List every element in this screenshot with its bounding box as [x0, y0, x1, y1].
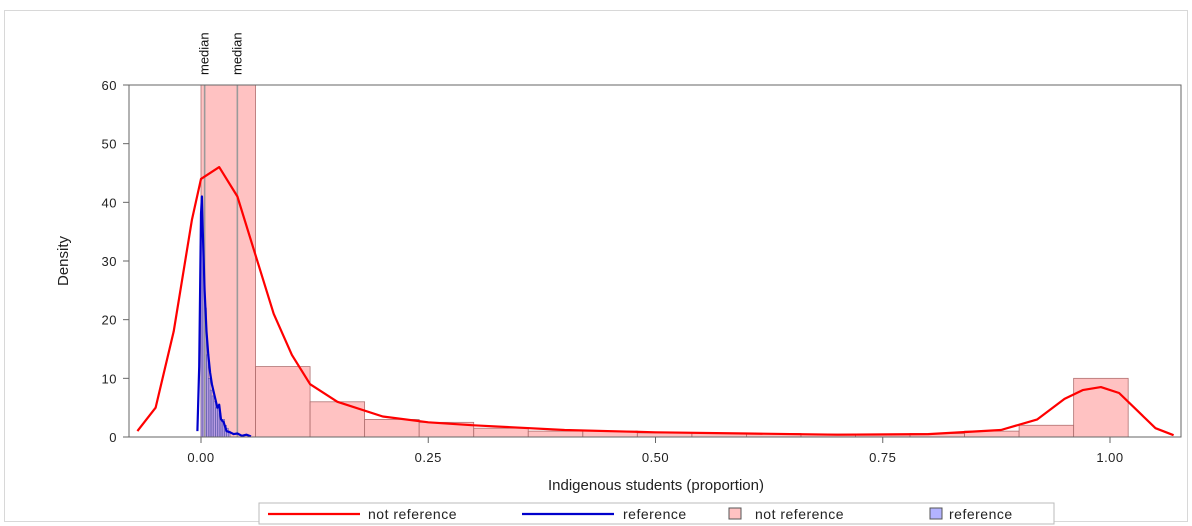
- x-tick-label: 1.00: [1096, 450, 1123, 465]
- legend-label: not reference: [368, 506, 457, 522]
- x-tick-label: 0.50: [642, 450, 669, 465]
- y-tick-label: 20: [102, 313, 117, 328]
- density-curve-not-reference: [136, 166, 1174, 437]
- legend-label: reference: [623, 506, 687, 522]
- legend-box-swatch: [728, 507, 742, 520]
- legend-box: [258, 502, 1055, 525]
- x-tick-label: 0.75: [869, 450, 896, 465]
- histogram-bar: [208, 378, 211, 438]
- density-curve-reference: [196, 195, 252, 438]
- histogram-bar: [215, 407, 218, 438]
- legend-label: reference: [949, 506, 1013, 522]
- histogram-bar: [206, 354, 209, 438]
- x-tick-label: 0.25: [415, 450, 442, 465]
- histogram-bar: [217, 407, 220, 438]
- legend-label: not reference: [755, 506, 844, 522]
- histogram-bar: [527, 430, 584, 438]
- y-tick-label: 40: [102, 195, 117, 210]
- histogram-bar: [364, 418, 420, 438]
- y-tick-label: 30: [102, 254, 117, 269]
- y-tick-label: 0: [109, 430, 117, 445]
- histogram-bar: [209, 389, 213, 438]
- histogram-bar: [211, 395, 214, 438]
- median-label: median: [229, 32, 244, 75]
- legend-box-swatch: [929, 507, 943, 520]
- x-axis-title: Indigenous students (proportion): [548, 477, 764, 494]
- histogram-bar: [213, 401, 216, 438]
- y-tick-label: 60: [102, 78, 117, 93]
- histogram-bar: [473, 427, 529, 438]
- histogram-bar: [1018, 424, 1075, 438]
- x-tick-label: 0.00: [187, 450, 214, 465]
- histogram-bar: [255, 366, 311, 438]
- y-axis-title: Density: [55, 235, 72, 286]
- y-tick-label: 10: [102, 371, 117, 386]
- y-tick-label: 50: [102, 137, 117, 152]
- median-label: median: [197, 32, 212, 75]
